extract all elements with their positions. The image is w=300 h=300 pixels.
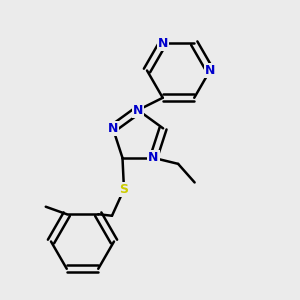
Text: N: N <box>108 122 118 135</box>
Text: N: N <box>133 103 143 117</box>
Text: N: N <box>148 152 159 164</box>
Text: N: N <box>205 64 215 77</box>
Text: S: S <box>119 183 128 196</box>
Text: N: N <box>158 37 168 50</box>
